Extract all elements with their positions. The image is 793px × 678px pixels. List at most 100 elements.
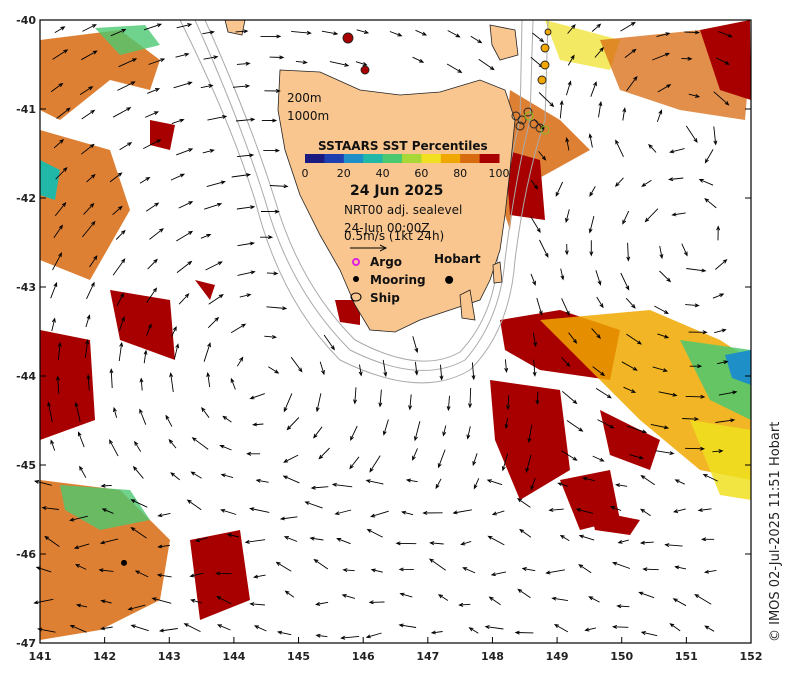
current-vector-arrow [504,417,509,430]
isobath-label-1000m: 1000m [287,109,329,123]
current-vector-arrow [89,255,98,268]
current-vector-arrow [168,438,177,449]
current-vector-arrow [412,448,418,461]
current-vector-arrow [658,391,678,397]
current-vector-arrow [53,139,65,149]
current-vector-arrow [625,297,636,309]
current-vector-arrow [165,414,173,427]
current-vector-arrow [286,417,300,431]
current-vector-arrow [530,478,536,491]
current-vector-arrow [561,450,578,461]
current-vector-arrow [50,82,64,93]
colorbar-swatch [363,154,384,163]
current-vector-arrow [215,571,232,576]
current-vector-arrow [151,597,172,604]
current-vector-arrow [462,567,476,574]
current-vector-arrow [183,623,201,633]
current-vector-arrow [366,528,383,538]
current-vector-arrow [204,202,223,210]
current-vector-arrow [468,387,473,409]
x-tick-label: 150 [610,650,633,663]
current-vector-arrow [713,91,730,106]
current-vector-arrow [694,593,712,605]
current-vector-arrow [415,29,428,36]
sst-patch-west-red2 [40,330,95,440]
current-vector-arrow [189,572,204,578]
current-vector-arrow [295,60,308,65]
current-vector-arrow [109,172,123,183]
current-vector-arrow [365,632,382,639]
current-vector-arrow [442,425,447,437]
current-vector-arrow [353,387,358,405]
current-vector-arrow [491,510,505,516]
current-vector-arrow [86,374,91,391]
current-vector-arrow [471,362,476,381]
current-vector-arrow [190,471,202,479]
current-vector-arrow [282,475,300,484]
current-vector-arrow [145,202,160,212]
current-vector-arrow [82,220,96,238]
current-vector-arrow [591,328,601,339]
x-tick-label: 142 [93,650,116,663]
isobath-label-200m: 200m [287,91,322,105]
current-vector-arrow [191,437,209,450]
argo-marker-icon [352,258,360,266]
current-vector-arrow [41,506,59,510]
current-vector-arrow [208,294,224,305]
current-vector-arrow [446,395,451,412]
current-vector-arrow [178,201,194,209]
current-vector-arrow [69,624,87,633]
current-vector-arrow [468,627,479,634]
current-vector-arrow [501,453,509,472]
current-vector-arrow [590,81,597,97]
current-vector-arrow [682,416,700,422]
current-vector-arrow [592,366,606,377]
current-vector-arrow [263,148,281,153]
current-vector-arrow [315,601,329,606]
current-vector-arrow [143,23,163,31]
current-vector-arrow [109,368,114,389]
current-vector-arrow [684,446,706,451]
current-vector-arrow [715,259,728,270]
current-vector-arrow [614,177,624,188]
current-vector-arrow [74,564,87,570]
current-vector-arrow [566,420,584,432]
current-vector-arrow [230,323,247,334]
current-vector-arrow [578,534,595,541]
current-vector-arrow [236,356,244,367]
current-vector-arrow [368,600,385,605]
current-vector-arrow [458,602,471,607]
current-vector-arrow [617,539,629,544]
current-vector-arrow [220,508,237,515]
sst-patches [40,20,751,640]
current-vector-arrow [190,599,202,604]
current-vector-arrow [435,478,442,490]
current-vector-arrow [169,372,174,393]
maria-island [492,261,503,284]
current-vector-arrow [260,235,274,240]
current-vector-arrow [517,588,531,599]
mooring-marker-hobart [445,275,454,284]
current-vector-arrow [422,510,443,515]
current-vector-arrow [530,180,539,190]
current-vector-arrow [249,507,270,513]
current-vector-arrow [57,341,62,360]
velocity-scale-arrow [350,244,388,252]
current-vector-arrow [143,349,148,364]
mooring-marker-icon [353,276,359,282]
current-vector-arrow [206,371,211,388]
current-vector-arrow [170,173,186,181]
current-vector-arrow [109,439,119,457]
current-vector-arrow [202,149,215,154]
current-vector-arrow [253,625,267,632]
current-vector-arrow [689,364,703,369]
x-tick-label: 149 [546,650,569,663]
current-vector-arrow [545,569,565,575]
current-vector-arrow [342,568,355,573]
sst-patch-se-yellow [690,420,751,500]
x-tick-label: 146 [352,650,375,663]
current-vector-arrow [252,574,266,579]
current-vector-arrow [216,624,231,631]
colorbar-tick-label: 60 [414,167,428,180]
